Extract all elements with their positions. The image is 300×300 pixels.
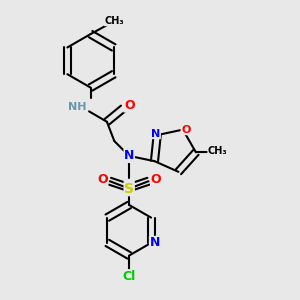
Text: N: N xyxy=(149,236,160,249)
Text: O: O xyxy=(181,124,190,135)
Text: N: N xyxy=(124,149,134,162)
Text: O: O xyxy=(124,99,134,112)
Text: S: S xyxy=(124,182,134,196)
Text: NH: NH xyxy=(68,102,86,112)
Text: O: O xyxy=(97,173,108,186)
Text: O: O xyxy=(151,173,161,186)
Text: N: N xyxy=(151,129,160,139)
Text: Cl: Cl xyxy=(123,270,136,283)
Text: CH₃: CH₃ xyxy=(208,146,227,156)
Text: CH₃: CH₃ xyxy=(104,16,124,26)
